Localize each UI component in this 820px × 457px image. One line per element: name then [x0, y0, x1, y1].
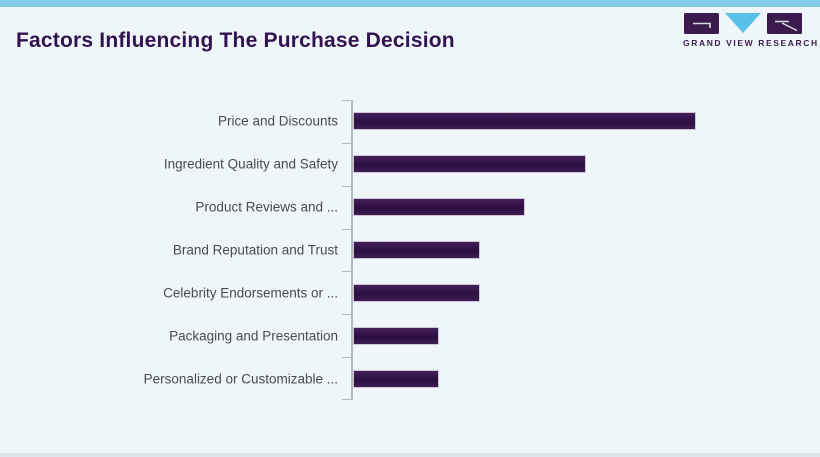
bottom-edge — [0, 453, 820, 457]
category-label: Product Reviews and ... — [195, 199, 338, 215]
axis-tick — [342, 357, 351, 358]
chart-row: Price and Discounts — [0, 100, 820, 143]
category-label: Ingredient Quality and Safety — [163, 156, 338, 172]
chart-row: Ingredient Quality and Safety — [0, 143, 820, 186]
gvr-logo-icon — [684, 13, 802, 34]
grand-view-research-logo: GRAND VIEW RESEARCH — [683, 13, 819, 48]
category-label: Personalized or Customizable ... — [143, 371, 338, 387]
axis-tick — [342, 229, 351, 230]
chart-row: Personalized or Customizable ... — [0, 357, 820, 400]
chart-row: Celebrity Endorsements or ... — [0, 271, 820, 314]
chart-row: Product Reviews and ... — [0, 186, 820, 229]
logo-v-triangle — [725, 13, 761, 33]
bar-4 — [353, 240, 480, 259]
category-label: Price and Discounts — [217, 113, 338, 129]
bar-2 — [353, 155, 586, 174]
axis-tick — [342, 271, 351, 272]
bar-3 — [353, 198, 525, 217]
axis-tick — [342, 314, 351, 315]
category-label: Brand Reputation and Trust — [172, 242, 338, 258]
top-accent-strip — [0, 0, 820, 7]
bar-5 — [353, 283, 480, 302]
axis-tick — [342, 186, 351, 187]
category-label: Celebrity Endorsements or ... — [163, 285, 338, 301]
bar-1 — [353, 112, 696, 131]
y-axis-line — [351, 100, 353, 400]
axis-tick — [342, 399, 351, 400]
axis-tick — [342, 143, 351, 144]
logo-r-glyph — [775, 20, 798, 32]
chart-row: Brand Reputation and Trust — [0, 229, 820, 272]
bar-chart: Price and Discounts Ingredient Quality an… — [0, 100, 820, 400]
logo-wordmark: GRAND VIEW RESEARCH — [683, 38, 819, 48]
page-title: Factors Influencing The Purchase Decisio… — [16, 29, 455, 53]
bar-7 — [353, 369, 439, 388]
bar-6 — [353, 326, 439, 345]
logo-g-glyph — [693, 22, 711, 28]
chart-row: Packaging and Presentation — [0, 314, 820, 357]
axis-tick — [342, 100, 351, 101]
category-label: Packaging and Presentation — [169, 328, 338, 344]
